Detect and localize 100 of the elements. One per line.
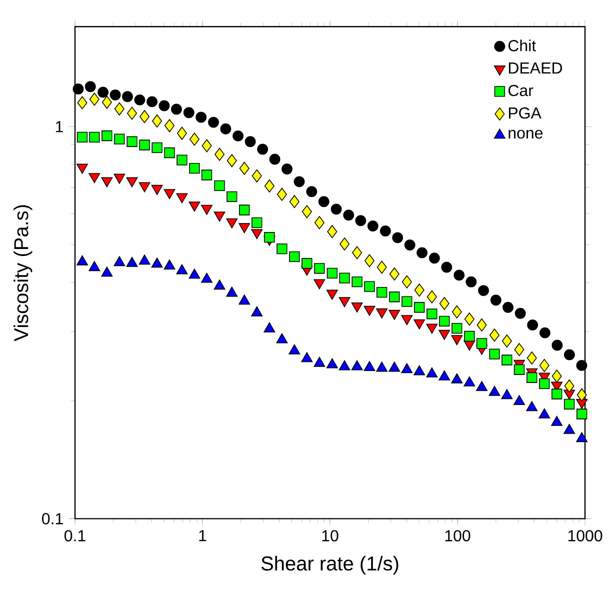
point: [439, 316, 450, 327]
point: [114, 134, 125, 144]
point: [576, 388, 587, 402]
point: [114, 256, 126, 266]
point: [138, 254, 150, 265]
point: [414, 365, 426, 376]
point: [352, 246, 362, 260]
point: [364, 254, 374, 268]
point: [226, 286, 238, 297]
point: [77, 96, 88, 110]
point: [401, 363, 413, 374]
point: [388, 362, 400, 372]
point: [251, 306, 263, 316]
point: [151, 184, 163, 195]
point: [526, 372, 538, 383]
point: [126, 256, 138, 267]
point: [152, 114, 162, 128]
point: [176, 154, 188, 166]
point: [452, 305, 462, 318]
point: [552, 370, 562, 383]
point: [264, 179, 274, 192]
point: [264, 322, 276, 332]
x-tick-label: 0.1: [64, 530, 86, 542]
point: [364, 361, 376, 372]
point: [327, 225, 338, 238]
point: [164, 119, 174, 132]
point: [238, 294, 250, 305]
x-tick-label: 10: [322, 530, 338, 542]
point: [364, 281, 375, 292]
legend-label: Car: [508, 84, 534, 96]
point: [276, 333, 288, 344]
point: [164, 147, 175, 158]
point: [464, 330, 475, 342]
legend-label: none: [508, 130, 543, 139]
point: [226, 154, 237, 168]
point: [451, 373, 463, 384]
point: [476, 318, 487, 332]
legend-label: Chit: [508, 40, 536, 52]
point: [201, 170, 212, 180]
point: [426, 367, 438, 378]
point: [564, 424, 576, 434]
point: [202, 139, 212, 152]
legend-label: PGA: [508, 107, 542, 119]
point: [414, 302, 425, 313]
point: [326, 358, 338, 368]
point: [452, 322, 462, 334]
x-tick-label: 100: [445, 530, 470, 542]
point: [226, 191, 238, 202]
point: [314, 216, 324, 230]
point: [402, 296, 412, 307]
point: [302, 258, 312, 269]
point: [189, 163, 200, 174]
point: [201, 272, 212, 283]
point: [164, 260, 176, 270]
point: [88, 261, 100, 272]
point: [340, 237, 350, 251]
x-tick-label: 1: [199, 530, 206, 542]
point: [476, 338, 488, 349]
point: [214, 280, 226, 290]
point: [102, 130, 112, 142]
point: [152, 142, 162, 153]
point: [314, 356, 326, 367]
point: [376, 286, 388, 298]
point: [151, 258, 163, 268]
point: [289, 195, 300, 208]
point: [276, 243, 288, 254]
point: [314, 263, 325, 274]
point: [252, 217, 262, 228]
point: [414, 284, 424, 297]
legend-label: DEAED: [508, 62, 562, 74]
point: [239, 204, 250, 216]
point: [214, 180, 225, 192]
point: [476, 381, 488, 392]
point: [252, 169, 262, 182]
point: [376, 362, 388, 372]
point: [352, 276, 362, 288]
point: [214, 148, 225, 161]
point: [102, 96, 112, 109]
point: [389, 292, 400, 302]
point: [489, 348, 500, 360]
point: [301, 352, 313, 362]
point: [101, 266, 113, 277]
point: [339, 272, 350, 284]
point: [139, 140, 150, 150]
point: [489, 328, 500, 342]
point: [126, 136, 138, 147]
point: [276, 188, 287, 201]
point: [140, 110, 150, 124]
point: [376, 260, 387, 274]
point: [189, 132, 200, 146]
point: [439, 296, 450, 310]
point: [514, 395, 525, 406]
point: [426, 290, 437, 304]
point: [551, 416, 563, 426]
x-axis-title: Shear rate (1/s): [261, 556, 398, 575]
point: [564, 379, 574, 393]
point: [338, 360, 350, 370]
point: [576, 408, 588, 420]
y-axis-title: Viscosity (Pa.s): [14, 205, 32, 342]
point: [502, 354, 512, 366]
